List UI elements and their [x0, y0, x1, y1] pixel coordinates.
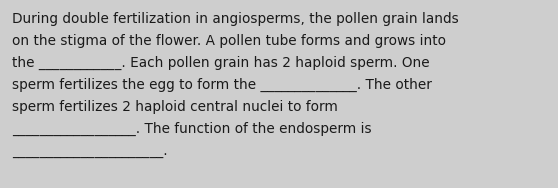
Text: ______________________.: ______________________.	[12, 144, 167, 158]
Text: During double fertilization in angiosperms, the pollen grain lands: During double fertilization in angiosper…	[12, 12, 459, 26]
Text: __________________. The function of the endosperm is: __________________. The function of the …	[12, 122, 372, 136]
Text: the ____________. Each pollen grain has 2 haploid sperm. One: the ____________. Each pollen grain has …	[12, 56, 430, 70]
Text: on the stigma of the flower. A pollen tube forms and grows into: on the stigma of the flower. A pollen tu…	[12, 34, 446, 48]
Text: sperm fertilizes 2 haploid central nuclei to form: sperm fertilizes 2 haploid central nucle…	[12, 100, 338, 114]
Text: sperm fertilizes the egg to form the ______________. The other: sperm fertilizes the egg to form the ___…	[12, 78, 432, 92]
